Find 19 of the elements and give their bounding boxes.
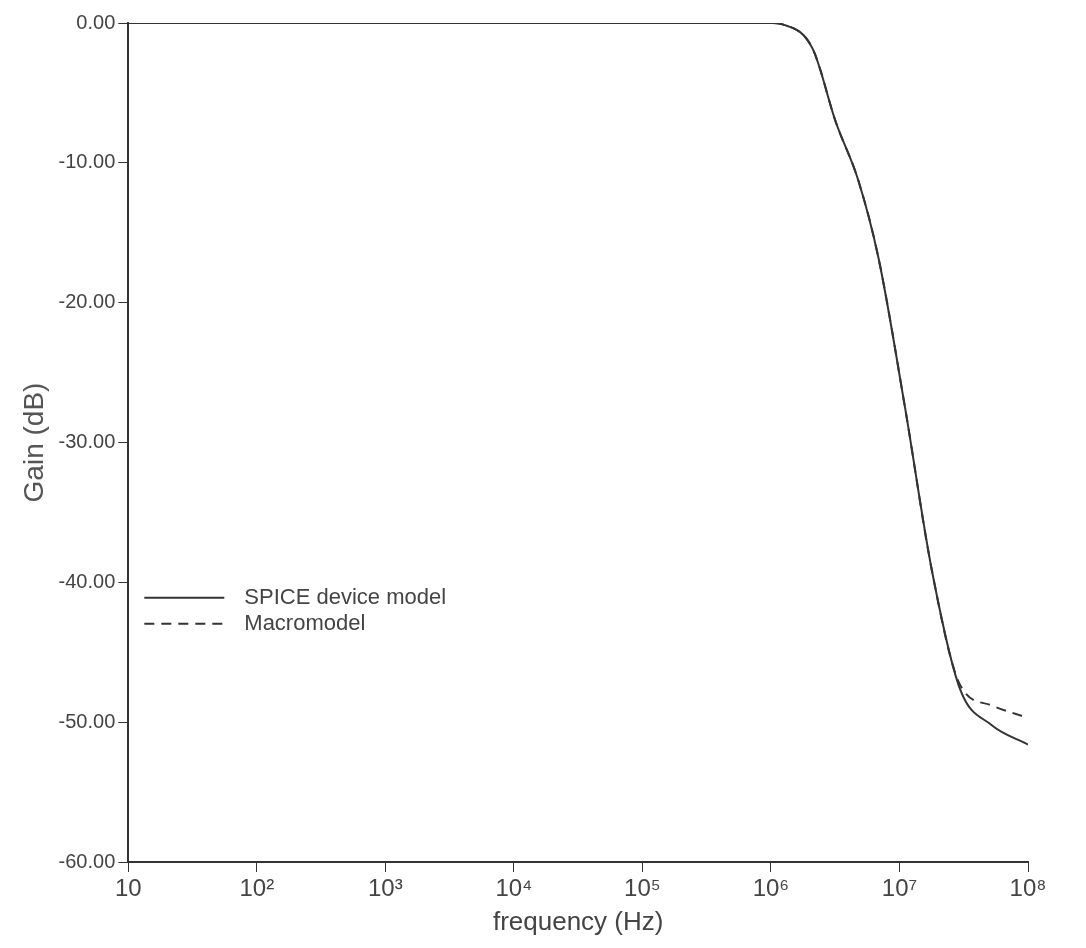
y-tick-label: 0.00 [76, 10, 116, 33]
x-tick-label: 10⁶ [752, 874, 790, 902]
x-tick-label: 10 [114, 874, 142, 902]
y-tick-label: -40.00 [58, 569, 116, 592]
y-tick-label: -60.00 [58, 849, 116, 872]
x-axis-title: frequency (Hz) [492, 905, 664, 936]
y-tick-label: -20.00 [58, 290, 116, 313]
y-tick-label: -50.00 [58, 709, 116, 732]
y-axis-title: Gain (dB) [17, 382, 49, 503]
x-tick-label: 10² [239, 874, 275, 902]
legend-label: SPICE device model [244, 583, 447, 609]
y-tick-label: -10.00 [58, 150, 116, 173]
legend-label: Macromodel [244, 609, 366, 635]
x-tick-label: 10³ [368, 874, 403, 902]
x-tick-label: 10⁸ [1009, 874, 1047, 902]
y-tick-label: -30.00 [58, 430, 116, 453]
x-tick-label: 10⁴ [495, 874, 533, 902]
x-tick-label: 10⁷ [881, 874, 918, 902]
x-tick-label: 10⁵ [624, 874, 661, 902]
